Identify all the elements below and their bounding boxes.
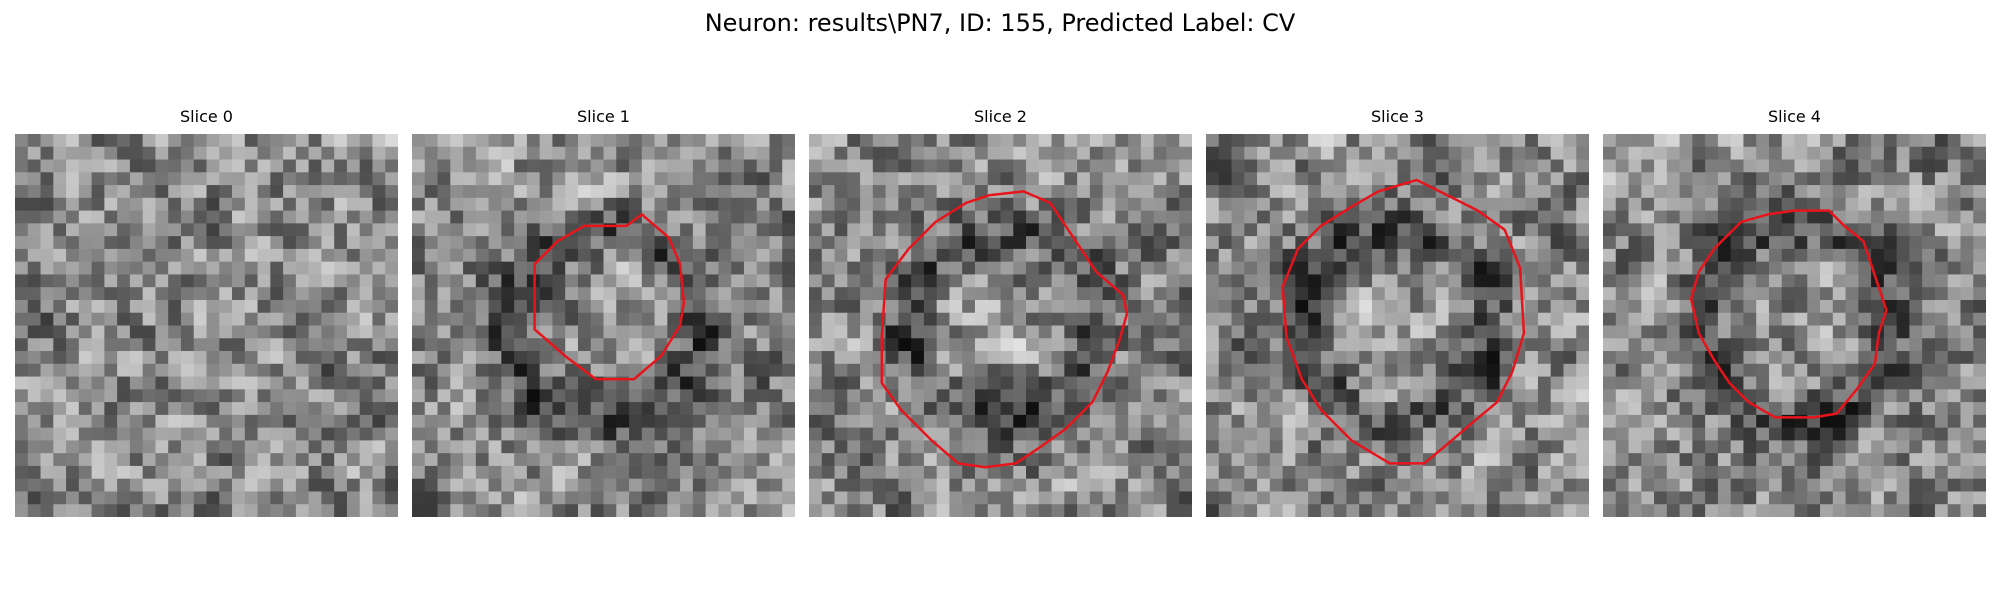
slice-title-0: Slice 0 <box>180 107 233 126</box>
slice-image-0 <box>15 134 398 517</box>
slice-title-4: Slice 4 <box>1768 107 1821 126</box>
slice-image-4 <box>1603 134 1986 517</box>
pixel-grid <box>1206 134 1589 517</box>
slice-title-1: Slice 1 <box>577 107 630 126</box>
slice-svg-3 <box>1206 134 1589 517</box>
figure-title: Neuron: results\PN7, ID: 155, Predicted … <box>704 9 1296 37</box>
pixel-grid <box>1603 134 1986 517</box>
slice-panel-3: Slice 3 <box>1206 107 1589 517</box>
neuron-contour <box>1689 209 1888 419</box>
neuron-contour <box>533 213 686 381</box>
slice-image-1 <box>412 134 795 517</box>
pixel-grid <box>809 134 1192 517</box>
slice-panel-2: Slice 2 <box>809 107 1192 517</box>
slice-svg-2 <box>809 134 1192 517</box>
neuron-contour <box>1281 178 1526 465</box>
slice-svg-4 <box>1603 134 1986 517</box>
slice-title-3: Slice 3 <box>1371 107 1424 126</box>
slice-image-2 <box>809 134 1192 517</box>
slice-title-2: Slice 2 <box>974 107 1027 126</box>
slice-panel-4: Slice 4 <box>1603 107 1986 517</box>
slice-svg-0 <box>15 134 398 517</box>
slice-panel-0: Slice 0 <box>15 107 398 517</box>
pixel-grid <box>15 134 398 517</box>
neuron-contour <box>880 190 1129 469</box>
slice-panel-1: Slice 1 <box>412 107 795 517</box>
slice-image-3 <box>1206 134 1589 517</box>
pixel-grid <box>412 134 795 517</box>
slice-svg-1 <box>412 134 795 517</box>
